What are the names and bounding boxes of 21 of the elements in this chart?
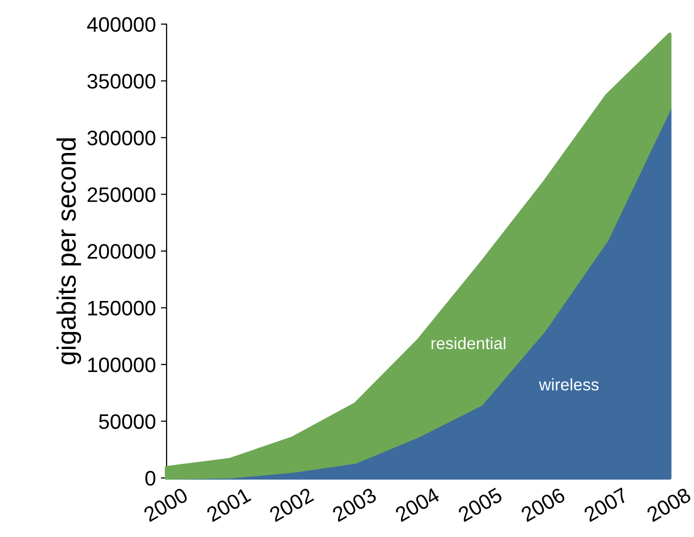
x-tick-label: 2000 — [142, 487, 189, 522]
series-label: wireless — [538, 378, 599, 391]
series-label: residential — [432, 336, 506, 350]
x-tick-label: 2006 — [520, 487, 566, 522]
y-tick-label: 250000 — [88, 187, 156, 202]
y-tick-label: 150000 — [88, 300, 156, 316]
y-tick-label: 100000 — [88, 357, 156, 372]
y-tick-label: 300000 — [87, 130, 156, 146]
y-axis-title: gigabits per second — [56, 138, 82, 364]
y-tick-label: 400000 — [87, 17, 156, 32]
y-tick-label: 0 — [145, 470, 156, 486]
x-tick-label: 2001 — [206, 487, 252, 522]
x-tick-label: 2004 — [394, 487, 440, 522]
x-tick-label: 2007 — [583, 487, 629, 522]
y-tick-label: 200000 — [88, 244, 156, 259]
x-tick-label: 2008 — [646, 487, 692, 522]
y-tick-label: 350000 — [87, 74, 156, 89]
y-tick-label: 50000 — [99, 414, 156, 429]
x-tick-label: 2002 — [268, 487, 314, 522]
x-tick-label: 2003 — [332, 487, 378, 522]
x-tick-label: 2005 — [457, 487, 504, 522]
